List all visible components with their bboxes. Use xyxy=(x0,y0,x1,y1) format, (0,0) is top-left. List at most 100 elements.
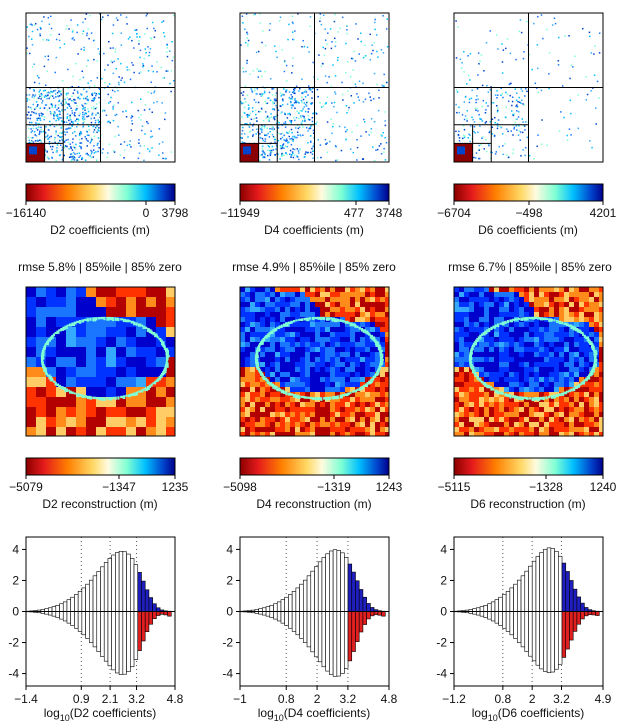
heatmap-cell xyxy=(46,367,56,377)
coefficient-speck xyxy=(267,132,269,135)
stats-line: rmse 4.9% | 85%ile | 85% zero xyxy=(232,260,396,274)
heatmap-cell xyxy=(340,382,345,387)
coastline-cell xyxy=(325,317,330,321)
heatmap-cell xyxy=(300,432,305,436)
coefficient-speck xyxy=(293,148,296,151)
heatmap-cell xyxy=(280,402,285,407)
heatmap-cell xyxy=(255,372,260,377)
coefficient-speck xyxy=(43,118,45,121)
coefficient-speck xyxy=(117,81,120,84)
colorbar-tick-label: 3748 xyxy=(376,206,403,220)
heatmap-cell xyxy=(499,362,504,367)
heatmap-cell xyxy=(584,307,589,312)
heatmap-cell xyxy=(116,327,126,337)
reconstruction-map-d2 xyxy=(25,286,176,437)
histogram-bar-positive xyxy=(325,553,330,612)
heatmap-cell xyxy=(474,352,479,357)
coefficient-speck xyxy=(264,153,266,156)
heatmap-cell xyxy=(46,347,56,357)
heatmap-cell xyxy=(330,337,335,342)
heatmap-cell xyxy=(320,337,325,342)
coefficient-speck xyxy=(296,125,299,127)
coefficient-speck xyxy=(43,116,46,118)
coefficient-speck xyxy=(593,74,596,76)
heatmap-cell xyxy=(474,362,479,367)
heatmap-cell xyxy=(469,292,474,297)
heatmap-cell xyxy=(385,342,389,347)
heatmap-cell xyxy=(245,362,250,367)
coastline-cell xyxy=(89,396,93,400)
heatmap-cell xyxy=(106,417,116,427)
coefficient-speck xyxy=(331,132,333,135)
coastline-cell xyxy=(525,316,529,321)
heatmap-cell xyxy=(315,427,320,432)
coefficient-speck xyxy=(384,136,386,139)
heatmap-cell xyxy=(375,407,380,412)
heatmap-cell xyxy=(524,352,529,357)
coastline-cell xyxy=(84,395,88,398)
coefficient-speck xyxy=(38,82,41,85)
heatmap-cell xyxy=(549,287,554,292)
coefficient-speck xyxy=(463,134,465,137)
heatmap-cell xyxy=(270,427,275,432)
coefficient-speck xyxy=(491,118,494,120)
heatmap-cell xyxy=(240,367,245,372)
coefficient-speck xyxy=(491,151,493,154)
heatmap-cell xyxy=(350,362,355,367)
coefficient-speck xyxy=(370,131,372,134)
histogram-bar-negative xyxy=(535,611,540,666)
heatmap-cell xyxy=(335,402,340,407)
coefficient-speck xyxy=(536,67,539,70)
coefficient-speck xyxy=(39,89,41,91)
coefficient-speck xyxy=(42,113,44,116)
reconstruction-map-d6 xyxy=(453,286,604,437)
heatmap-cell xyxy=(56,337,66,347)
heatmap-cell xyxy=(355,297,360,302)
heatmap-cell xyxy=(360,292,365,297)
coefficient-speck xyxy=(287,141,290,144)
coefficient-speck xyxy=(385,141,388,144)
coefficient-speck xyxy=(548,87,550,90)
coefficient-speck xyxy=(69,117,71,120)
heatmap-cell xyxy=(559,377,564,382)
coefficient-speck xyxy=(44,94,47,97)
heatmap-cell xyxy=(56,357,66,367)
coefficient-speck xyxy=(315,123,317,125)
coefficient-speck xyxy=(57,104,60,106)
coefficient-speck xyxy=(353,102,355,104)
coastline-cell xyxy=(379,349,383,352)
heatmap-cell xyxy=(315,312,320,317)
heatmap-cell xyxy=(385,357,389,362)
heatmap-cell xyxy=(469,412,474,417)
heatmap-cell xyxy=(355,347,360,352)
panel-d4: −11949 477 3748 D4 coefficients (m) rmse… xyxy=(220,12,403,723)
heatmap-cell xyxy=(250,337,255,342)
histogram-bar-negative xyxy=(509,611,514,636)
coefficient-speck xyxy=(491,133,494,135)
heatmap-cell xyxy=(544,337,549,342)
heatmap-cell xyxy=(26,377,36,387)
heatmap-cell xyxy=(579,427,584,432)
coefficient-speck xyxy=(90,149,92,152)
coefficient-speck xyxy=(66,145,68,148)
coefficient-speck xyxy=(251,135,254,137)
coastline-cell xyxy=(103,397,106,401)
coefficient-speck xyxy=(516,110,518,112)
heatmap-cell xyxy=(370,382,375,387)
coefficient-speck xyxy=(577,94,579,96)
histogram-bar-negative xyxy=(103,611,109,662)
coefficient-speck xyxy=(548,52,551,54)
heatmap-cell xyxy=(544,352,549,357)
heatmap-cell xyxy=(315,372,320,377)
heatmap-cell xyxy=(260,322,265,327)
heatmap-cell xyxy=(474,422,479,427)
heatmap-cell xyxy=(584,342,589,347)
heatmap-cell xyxy=(504,312,509,317)
coefficient-speck xyxy=(54,104,57,107)
coefficient-speck xyxy=(370,118,373,120)
coefficient-speck xyxy=(131,61,133,64)
coefficient-speck xyxy=(252,134,255,136)
heatmap-cell xyxy=(156,427,166,436)
heatmap-cell xyxy=(380,337,385,342)
heatmap-cell xyxy=(275,302,280,307)
